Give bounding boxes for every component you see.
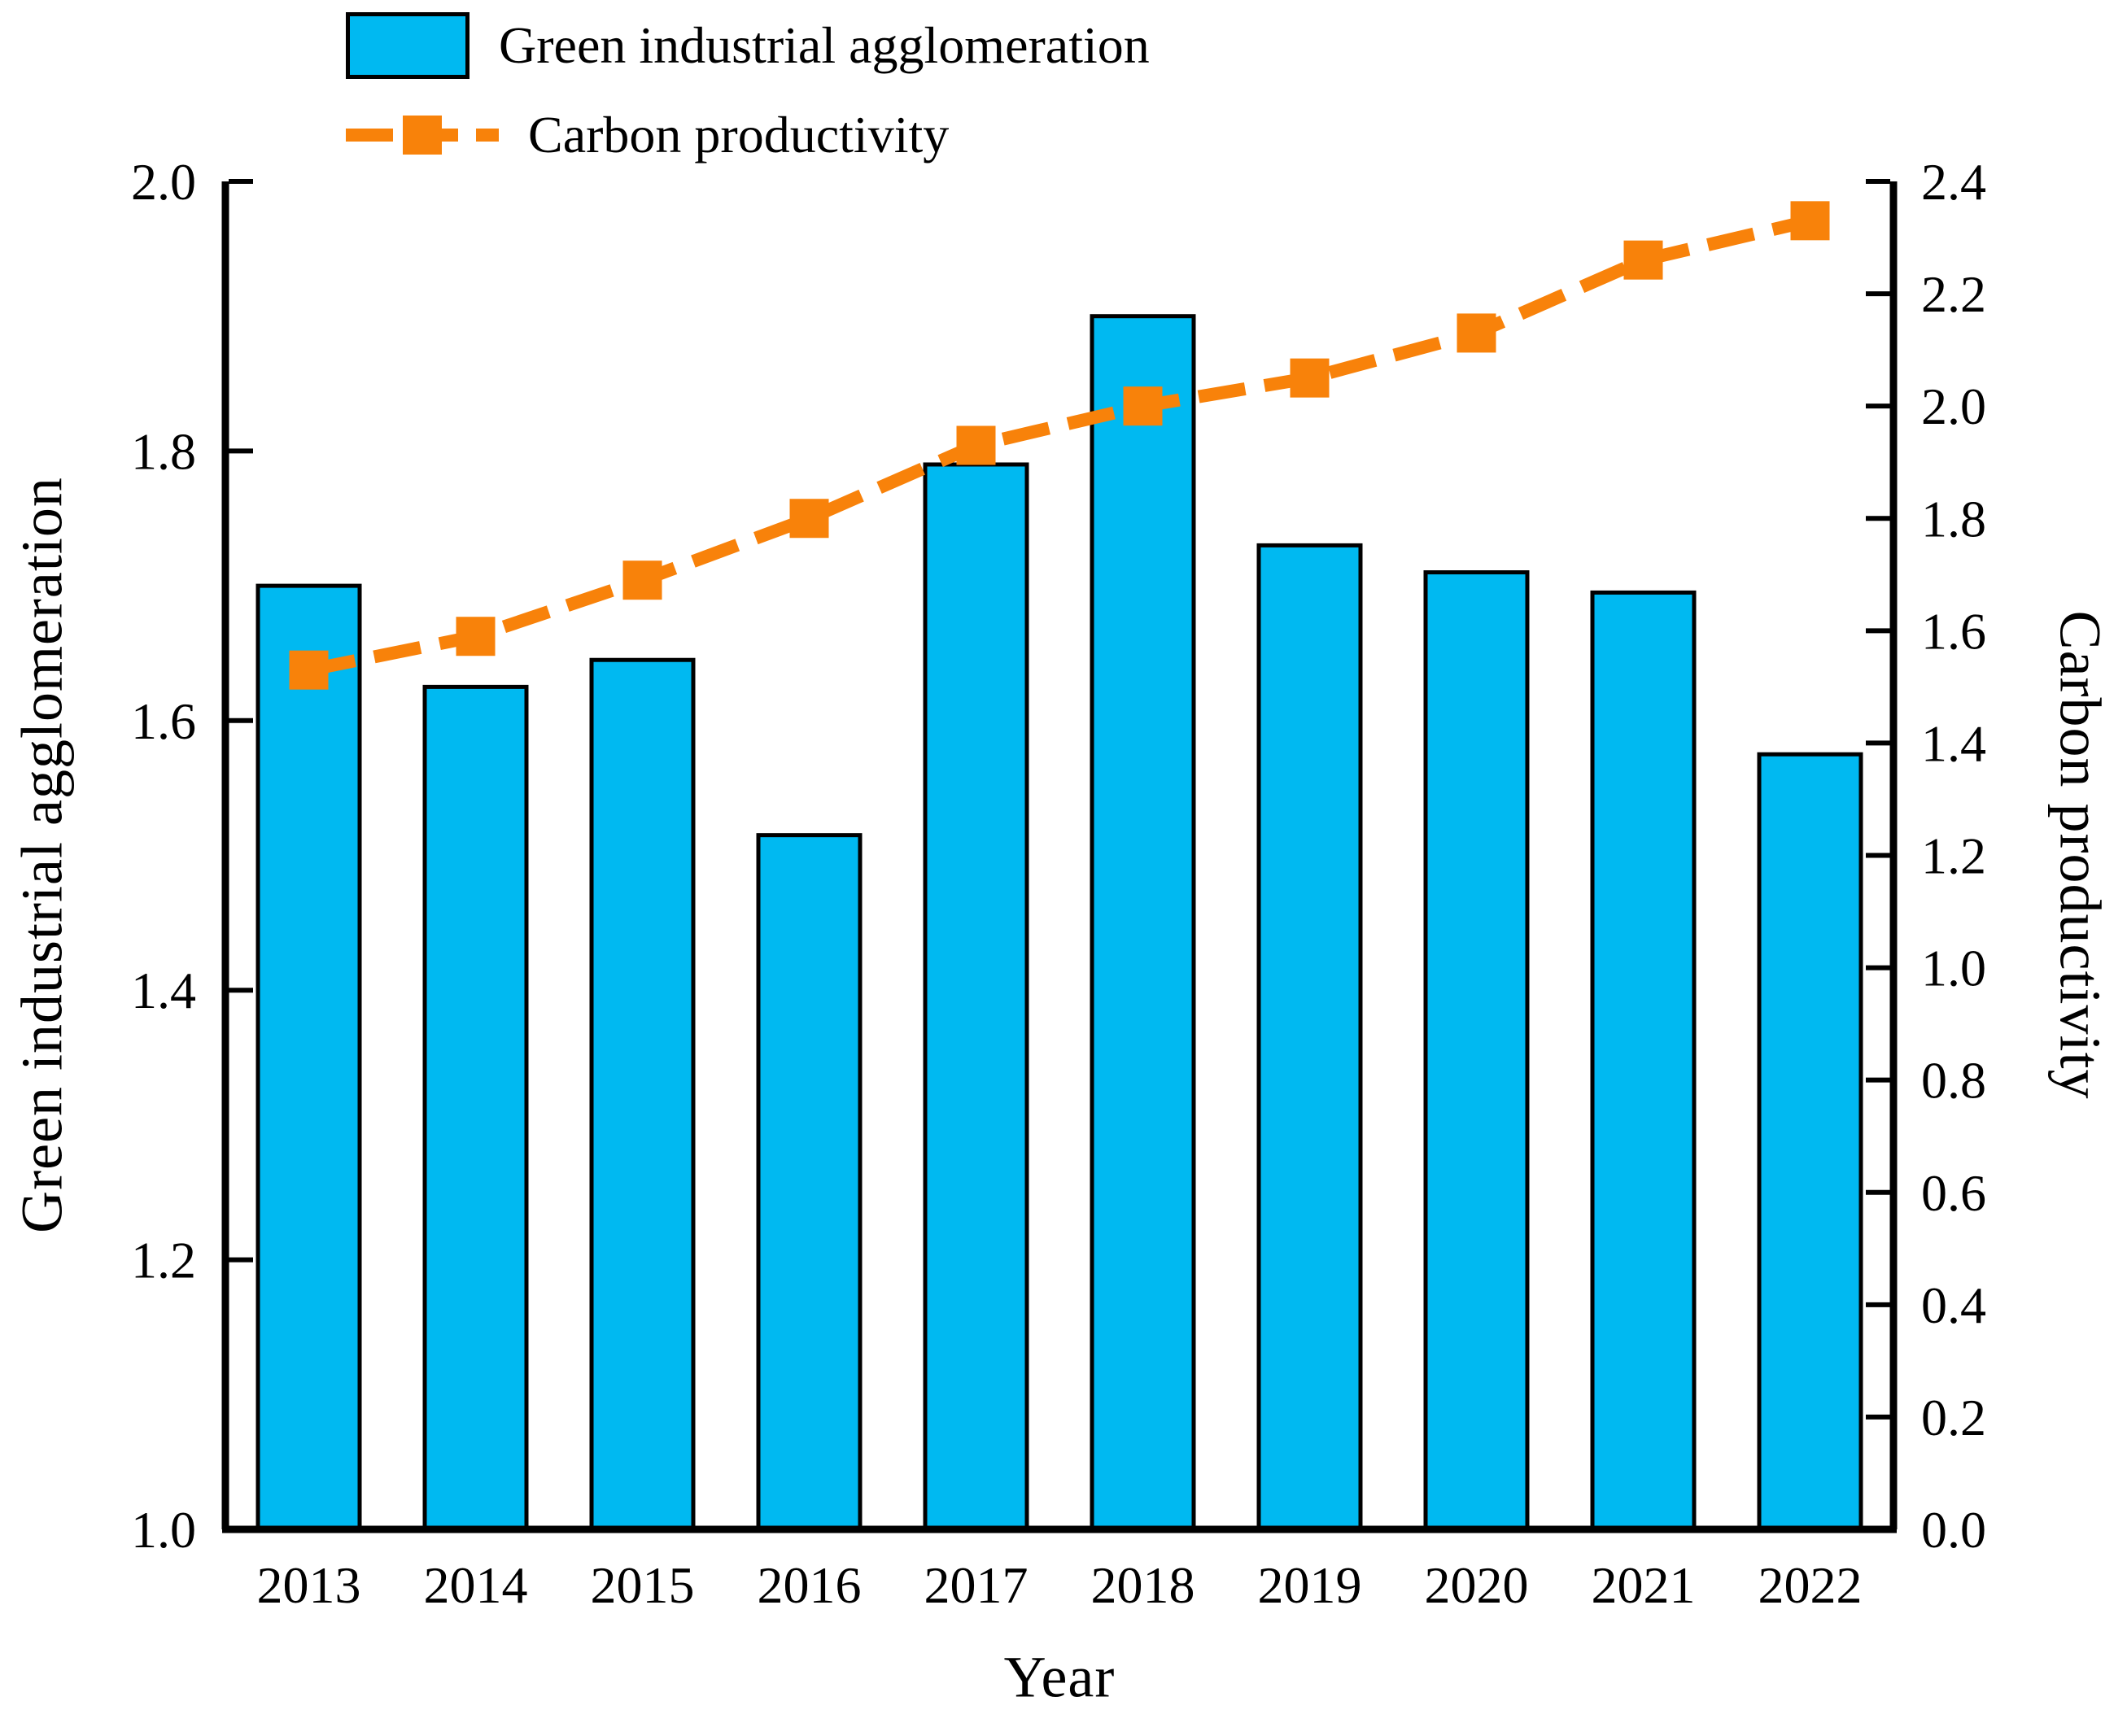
bar-2013 bbox=[256, 583, 362, 1532]
right-tick-label-1.0: 1.0 bbox=[1921, 940, 1986, 997]
legend-label-bars: Green industrial agglomeration bbox=[499, 16, 1150, 74]
x-tick-label-2018: 2018 bbox=[1091, 1556, 1195, 1614]
bar-2014 bbox=[422, 684, 529, 1532]
line-swatch bbox=[346, 115, 499, 155]
bar-swatch bbox=[346, 12, 470, 79]
square-marker-sample bbox=[403, 116, 442, 155]
marker-2014 bbox=[456, 617, 496, 656]
bar-2022 bbox=[1757, 752, 1863, 1532]
left-axis-title: Green industrial agglomeration bbox=[9, 477, 75, 1233]
right-tick-label-0.0: 0.0 bbox=[1921, 1501, 1986, 1559]
right-tick-label-0.2: 0.2 bbox=[1921, 1389, 1986, 1446]
legend-item-bars: Green industrial agglomeration bbox=[346, 5, 1150, 86]
x-tick-label-2019: 2019 bbox=[1258, 1556, 1362, 1614]
left-tick-label-2.0: 2.0 bbox=[131, 153, 196, 211]
left-tick-label-1.6: 1.6 bbox=[131, 692, 196, 750]
x-tick-label-2016: 2016 bbox=[758, 1556, 862, 1614]
marker-2013 bbox=[289, 650, 329, 690]
left-tick-label-1.8: 1.8 bbox=[131, 422, 196, 480]
right-tick-label-1.6: 1.6 bbox=[1921, 602, 1986, 660]
x-tick-label-2013: 2013 bbox=[257, 1556, 361, 1614]
bar-2015 bbox=[589, 657, 696, 1532]
right-tick-label-0.4: 0.4 bbox=[1921, 1276, 1986, 1334]
right-tick-label-1.8: 1.8 bbox=[1921, 490, 1986, 547]
x-tick-label-2020: 2020 bbox=[1425, 1556, 1529, 1614]
left-tick-label-1.4: 1.4 bbox=[131, 962, 196, 1019]
bar-2020 bbox=[1423, 570, 1530, 1532]
bar-2016 bbox=[756, 833, 863, 1532]
right-tick-label-2.2: 2.2 bbox=[1921, 265, 1986, 323]
right-tick-label-2.4: 2.4 bbox=[1921, 153, 1986, 211]
x-tick-label-2022: 2022 bbox=[1758, 1556, 1863, 1614]
bar-2018 bbox=[1090, 314, 1196, 1532]
x-tick-label-2017: 2017 bbox=[924, 1556, 1029, 1614]
bar-2017 bbox=[923, 462, 1029, 1532]
bar-2019 bbox=[1256, 543, 1363, 1532]
x-tick-label-2014: 2014 bbox=[424, 1556, 528, 1614]
right-tick-label-0.6: 0.6 bbox=[1921, 1164, 1986, 1222]
marker-2022 bbox=[1790, 201, 1830, 241]
legend-item-line: Carbon productivity bbox=[346, 94, 1150, 176]
marker-2018 bbox=[1123, 386, 1163, 426]
carbon-productivity-line bbox=[307, 214, 1812, 677]
right-tick-label-1.2: 1.2 bbox=[1921, 827, 1986, 885]
right-axis-title: Carbon productivity bbox=[2047, 610, 2113, 1100]
legend: Green industrial agglomeration Carbon pr… bbox=[346, 5, 1150, 176]
x-tick-label-2015: 2015 bbox=[591, 1556, 695, 1614]
marker-2016 bbox=[789, 499, 829, 539]
right-tick-label-1.4: 1.4 bbox=[1921, 714, 1986, 772]
bar-2021 bbox=[1590, 590, 1697, 1532]
legend-label-line: Carbon productivity bbox=[528, 106, 950, 164]
marker-2021 bbox=[1623, 240, 1663, 280]
marker-2020 bbox=[1457, 313, 1496, 353]
left-tick-label-1.2: 1.2 bbox=[131, 1232, 196, 1289]
x-tick-label-2021: 2021 bbox=[1592, 1556, 1696, 1614]
x-axis-title: Year bbox=[1003, 1644, 1116, 1710]
right-tick-label-2.0: 2.0 bbox=[1921, 377, 1986, 435]
right-tick-label-0.8: 0.8 bbox=[1921, 1052, 1986, 1110]
marker-2019 bbox=[1290, 358, 1330, 398]
left-tick-label-1.0: 1.0 bbox=[131, 1501, 196, 1559]
marker-2017 bbox=[956, 425, 996, 465]
marker-2015 bbox=[622, 560, 662, 600]
